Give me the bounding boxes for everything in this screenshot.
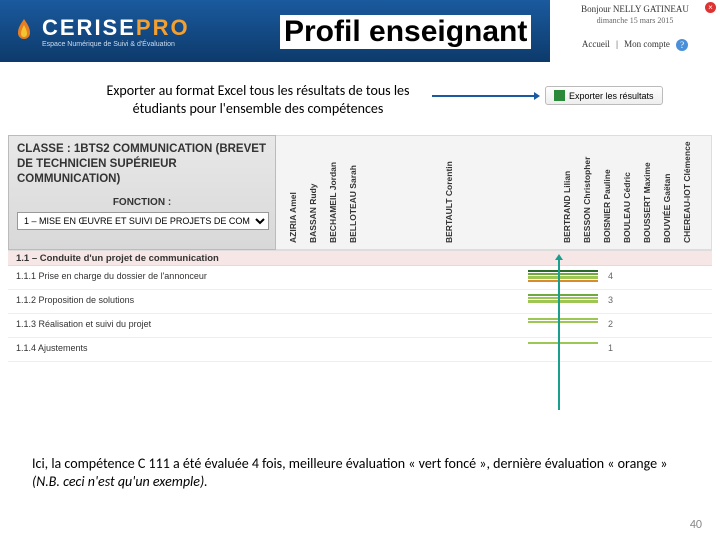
fonction-select[interactable]: 1 – MISE EN ŒUVRE ET SUIVI DE PROJETS DE… [17, 212, 269, 230]
student-name: BOISNIER Pauline [602, 169, 612, 243]
competence-row: 1.1.3 Réalisation et suivi du projet 2 [8, 314, 712, 338]
nav-account-link[interactable]: Mon compte [624, 39, 670, 49]
arrow-icon [432, 95, 534, 97]
header-nav: Accueil | Mon compte ? [550, 39, 720, 51]
competence-label: 1.1.2 Proposition de solutions [16, 295, 134, 305]
competence-row: 1.1.2 Proposition de solutions 3 [8, 290, 712, 314]
student-name: BERTRAND Lilian [562, 171, 572, 243]
competence-section: 1.1 – Conduite d'un projet de communicat… [8, 250, 712, 266]
export-callout: Exporter au format Excel tous les résult… [0, 82, 720, 132]
brand-name: CERISEPRO [42, 15, 190, 41]
student-name: CHEREAU-IOT Clémence [682, 141, 692, 243]
export-button[interactable]: Exporter les résultats [545, 86, 663, 105]
class-title: CLASSE : 1BTS2 COMMUNICATION (BREVET DE … [17, 142, 267, 187]
callout-arrow-icon [558, 260, 560, 410]
current-date: dimanche 15 mars 2015 [550, 16, 720, 25]
student-name: BOULEAU Cédric [622, 172, 632, 243]
competence-label: 1.1.1 Prise en charge du dossier de l'an… [16, 271, 207, 281]
page-title: Profil enseignant [280, 15, 531, 49]
evaluation-bars [528, 318, 598, 323]
results-screenshot: CLASSE : 1BTS2 COMMUNICATION (BREVET DE … [8, 135, 712, 435]
brand-tagline: Espace Numérique de Suivi & d'Évaluation [42, 41, 190, 48]
help-icon[interactable]: ? [676, 39, 688, 51]
competence-row: 1.1.1 Prise en charge du dossier de l'an… [8, 266, 712, 290]
export-button-label: Exporter les résultats [569, 91, 654, 101]
evaluation-bars [528, 270, 598, 282]
logo-area: CERISEPRO Espace Numérique de Suivi & d'… [12, 15, 190, 48]
evaluation-count: 2 [608, 319, 613, 329]
nav-home-link[interactable]: Accueil [582, 39, 610, 49]
students-header: AZIRIA Amel BASSAN Rudy BECHAMEIL Jordan BE… [276, 135, 712, 250]
class-panel: CLASSE : 1BTS2 COMMUNICATION (BREVET DE … [8, 135, 276, 250]
evaluation-count: 4 [608, 271, 613, 281]
evaluation-bars [528, 294, 598, 303]
evaluation-count: 1 [608, 343, 613, 353]
close-icon[interactable]: × [705, 2, 716, 13]
student-name: BOUVIÉE Gaëtan [662, 174, 672, 243]
excel-icon [554, 90, 565, 101]
export-description: Exporter au format Excel tous les résult… [88, 82, 428, 117]
competence-label: 1.1.3 Réalisation et suivi du projet [16, 319, 151, 329]
app-header: CERISEPRO Espace Numérique de Suivi & d'… [0, 0, 720, 62]
student-name: BOUSSERT Maxime [642, 162, 652, 243]
student-name: BECHAMEIL Jordan [328, 162, 338, 243]
competence-label: 1.1.4 Ajustements [16, 343, 88, 353]
student-name: BASSAN Rudy [308, 183, 318, 243]
evaluation-count: 3 [608, 295, 613, 305]
fonction-label: FONCTION : [17, 197, 267, 208]
student-name: AZIRIA Amel [288, 192, 298, 243]
page-number: 40 [690, 518, 702, 532]
student-name: BERTAULT Corentin [444, 161, 454, 243]
competence-row: 1.1.4 Ajustements 1 [8, 338, 712, 362]
student-name: BELLOTEAU Sarah [348, 165, 358, 243]
user-greeting: Bonjour NELLY GATINEAU [550, 4, 720, 14]
student-name: BESSON Christopher [582, 157, 592, 243]
user-panel: × Bonjour NELLY GATINEAU dimanche 15 mar… [550, 0, 720, 62]
flame-icon [12, 17, 36, 45]
evaluation-bars [528, 342, 598, 344]
footnote-text: Ici, la compétence C 111 a été évaluée 4… [32, 455, 692, 490]
